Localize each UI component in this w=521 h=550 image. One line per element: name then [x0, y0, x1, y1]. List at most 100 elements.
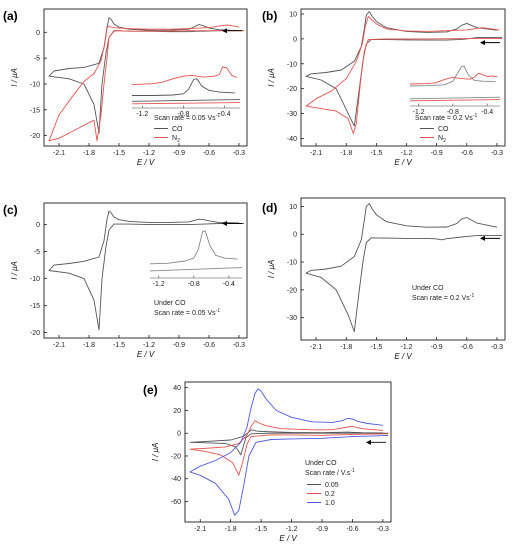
x-axis-label: E / V	[137, 158, 155, 167]
x-tick-label: -1.2	[143, 150, 155, 157]
series-group	[189, 388, 389, 516]
scan-direction-arrow-head	[222, 221, 227, 227]
x-tick-label: -1.2	[400, 150, 412, 157]
inset-series-n2	[409, 72, 498, 85]
inset-series-n2	[131, 66, 238, 86]
y-tick-label: -15	[30, 107, 40, 114]
y-axis-label: I / μA	[267, 68, 276, 87]
y-tick-label: 0	[293, 232, 297, 239]
x-tick-label: -0.3	[491, 150, 503, 157]
series-line-n2	[305, 16, 503, 134]
x-tick-label: -2.1	[310, 150, 322, 157]
legend-label: 0.05	[325, 482, 339, 489]
x-tick-label: -2.1	[53, 342, 65, 349]
annotation-text: Scan rate = 0.05 Vs	[154, 115, 216, 122]
plot-frame	[43, 202, 248, 339]
y-tick-label: 0	[36, 222, 40, 229]
scan-rate-annotation: Scan rate = 0.05 Vs-1	[154, 113, 220, 122]
series-group	[305, 11, 503, 134]
annotation-text: Scan rate = 0.05 Vs	[154, 310, 216, 317]
x-tick-label: -1.5	[255, 526, 267, 533]
inset-series-co-rev	[409, 96, 501, 100]
x-tick-label: -0.6	[461, 344, 473, 351]
inset-series-co	[409, 65, 496, 87]
panel-label: (c)	[3, 203, 18, 217]
inset-series-co-rev	[131, 99, 241, 102]
y-tick-label: 0	[293, 36, 297, 43]
annotation-line: Scan rate = 0.2 Vs-1	[412, 293, 474, 302]
series-group	[305, 203, 502, 333]
plot-frame	[300, 197, 506, 341]
x-tick-label: -1.5	[113, 150, 125, 157]
series-group	[48, 17, 244, 142]
inset-x-tick-label: -0.8	[177, 111, 189, 118]
x-tick-label: -1.2	[286, 526, 298, 533]
y-tick-label: 40	[173, 385, 181, 392]
series-line-1-0	[189, 388, 389, 516]
y-axis-label: I / μA	[10, 68, 19, 87]
inset-x-tick-label: -0.8	[188, 281, 200, 288]
y-tick-label: -30	[287, 111, 297, 118]
series-group	[48, 210, 244, 331]
x-tick-label: -1.8	[340, 344, 352, 351]
y-tick-label: 0	[36, 30, 40, 37]
legend-label: 0.2	[325, 491, 335, 498]
x-tick-label: -0.6	[203, 342, 215, 349]
x-tick-label: -1.5	[370, 150, 382, 157]
x-tick-label: -0.6	[346, 526, 358, 533]
inset-series-co	[149, 230, 238, 265]
x-tick-label: -2.1	[194, 526, 206, 533]
legend-text: CO	[172, 126, 183, 133]
scan-rate-annotation: Scan rate = 0.2 Vs-1	[415, 113, 477, 122]
annotation-line: Under CO	[305, 460, 337, 467]
x-tick-label: -1.5	[370, 344, 382, 351]
x-axis-label: E / V	[394, 158, 412, 167]
chart-panel-d: (d) -2.1 -1.8 -1.5 -1.2 -0.9 -0.6 -0.3 10 0 -10 -20…	[262, 197, 506, 361]
legend-label: 1.0	[325, 500, 335, 507]
plot-frame	[300, 8, 506, 147]
inset-x-tick-label: -0.8	[447, 109, 459, 116]
inset-x-tick-label: -0.4	[481, 109, 493, 116]
annotation-superscript: -1	[473, 113, 478, 119]
x-tick-label: -0.9	[173, 150, 185, 157]
x-tick-label: -0.3	[377, 526, 389, 533]
legend-text: CO	[438, 126, 449, 133]
y-tick-label: -20	[287, 287, 297, 294]
x-tick-label: -2.1	[310, 344, 322, 351]
legend-label: CO	[172, 126, 183, 133]
y-tick-label: 0	[177, 431, 181, 438]
x-tick-label: -1.8	[225, 526, 237, 533]
annotation-line: Scan rate = 0.05 Vs-1	[154, 308, 220, 317]
scan-direction-arrow-head	[222, 28, 227, 34]
y-tick-label: 10	[289, 204, 297, 211]
legend-subscript: 2	[443, 138, 446, 144]
x-tick-label: -0.9	[431, 150, 443, 157]
legend-label: N2	[172, 135, 180, 144]
y-tick-label: -40	[287, 136, 297, 143]
x-tick-label: -0.6	[203, 150, 215, 157]
legend-subscript: 2	[177, 138, 180, 144]
annotation-line: Scan rate / V.s-1	[305, 468, 355, 477]
y-axis-label: I / μA	[151, 443, 160, 462]
inset-x-tick-label: -1.2	[153, 281, 165, 288]
y-tick-label: -20	[30, 133, 40, 140]
y-tick-label: -30	[287, 315, 297, 322]
y-tick-label: -10	[287, 260, 297, 267]
annotation-text: Under CO	[412, 285, 444, 292]
legend-text: 0.05	[325, 482, 339, 489]
y-tick-label: -10	[30, 276, 40, 283]
x-tick-label: -0.3	[233, 150, 245, 157]
x-tick-label: -1.5	[113, 342, 125, 349]
x-axis-label: E / V	[279, 534, 297, 543]
inset-x-tick-label: -1.2	[413, 109, 425, 116]
x-tick-label: -0.6	[461, 150, 473, 157]
annotation-text: Scan rate = 0.2 Vs	[415, 115, 473, 122]
y-tick-label: -5	[34, 56, 40, 63]
y-axis-label: I / μA	[10, 261, 19, 280]
y-tick-label: -20	[171, 453, 181, 460]
annotation-text: Scan rate = 0.2 Vs	[412, 295, 470, 302]
legend: CO N2	[420, 126, 449, 144]
inset-series-co	[132, 78, 235, 96]
x-tick-label: -0.3	[491, 344, 503, 351]
panel-label: (d)	[262, 201, 277, 215]
